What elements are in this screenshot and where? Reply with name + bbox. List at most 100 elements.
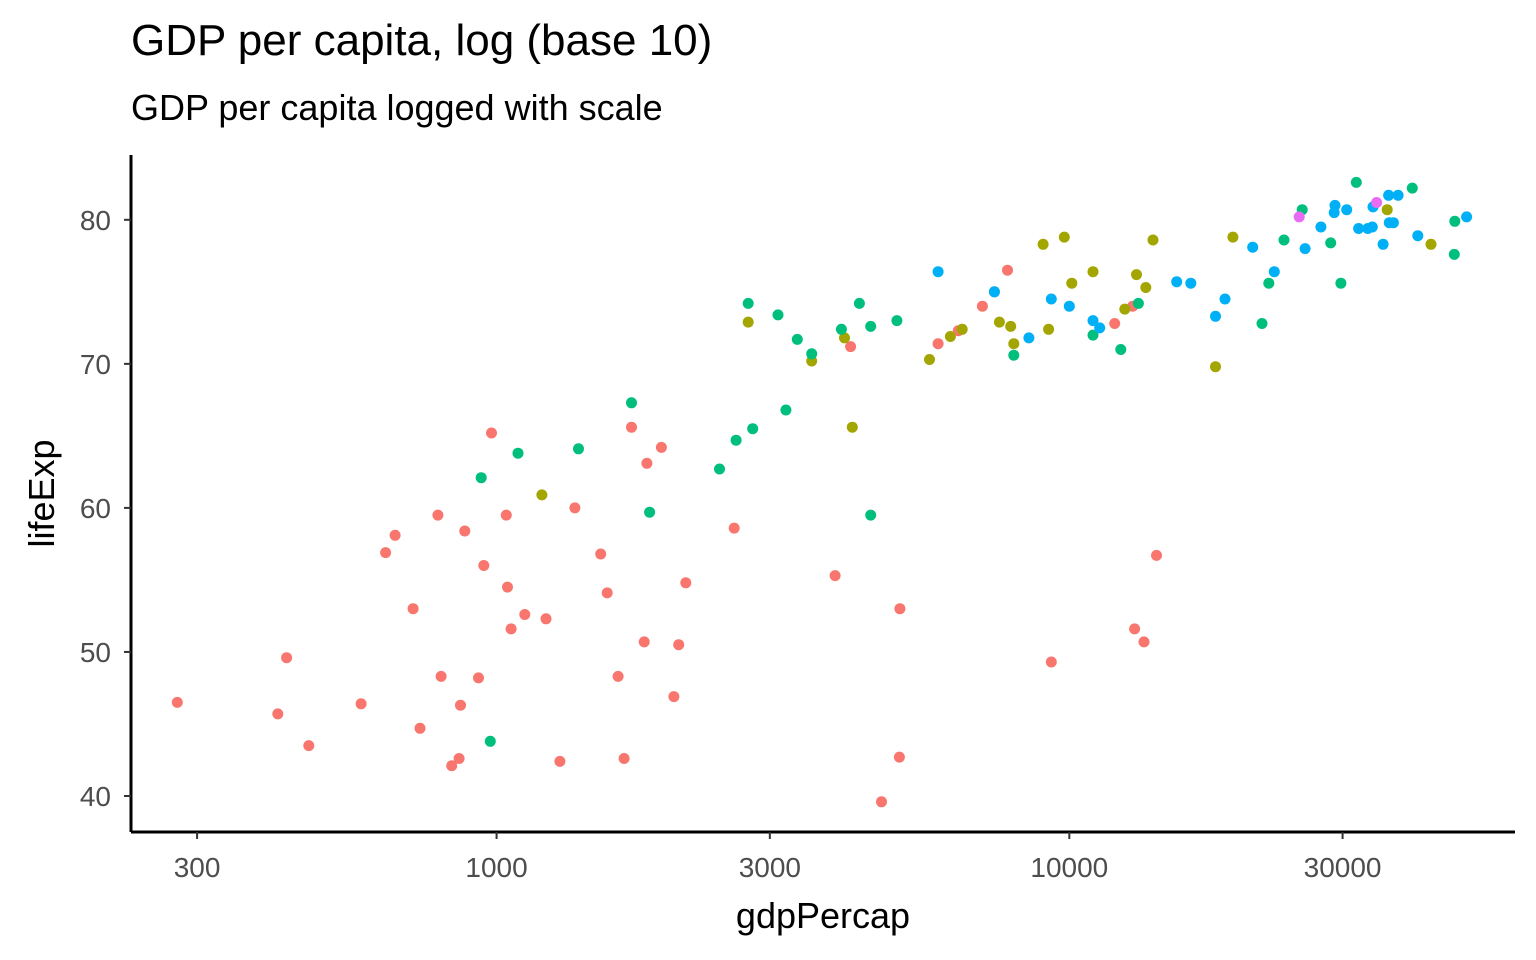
data-point — [303, 740, 315, 752]
chart-title: GDP per capita, log (base 10) — [131, 16, 713, 65]
data-point — [1094, 322, 1106, 334]
data-point — [1119, 303, 1131, 315]
data-point — [1392, 189, 1404, 201]
data-point — [512, 447, 524, 459]
data-point — [355, 698, 367, 710]
data-point — [932, 266, 944, 278]
data-point — [1366, 221, 1378, 233]
data-point — [1129, 623, 1141, 635]
data-point — [924, 354, 935, 365]
data-point — [944, 331, 956, 342]
x-tick-label: 30000 — [1304, 852, 1382, 883]
data-point — [1087, 315, 1099, 327]
data-point — [1227, 231, 1239, 243]
data-point — [806, 348, 818, 360]
y-axis-ticks: 40 50 60 70 80 — [80, 205, 131, 812]
data-point — [484, 735, 496, 747]
data-point — [1147, 234, 1159, 246]
data-point — [432, 509, 444, 521]
data-point — [1268, 266, 1280, 278]
data-point — [1005, 320, 1017, 332]
data-point — [1210, 310, 1221, 322]
data-point — [1278, 234, 1290, 246]
x-tick-label: 1000 — [465, 852, 527, 883]
data-point — [1219, 293, 1231, 305]
x-tick-label: 10000 — [1030, 852, 1108, 883]
data-point — [435, 670, 447, 682]
y-axis-title: lifeExp — [21, 439, 62, 547]
data-point — [1383, 189, 1395, 201]
data-point — [1131, 269, 1142, 281]
data-point — [626, 421, 637, 433]
data-point — [1008, 338, 1020, 350]
data-point — [932, 338, 944, 350]
data-point — [865, 509, 877, 521]
data-point — [389, 529, 401, 541]
data-point — [641, 457, 653, 469]
y-tick-label: 40 — [80, 781, 111, 812]
data-point — [1329, 199, 1341, 211]
data-point — [829, 570, 841, 582]
data-point — [1138, 636, 1150, 648]
data-point — [536, 489, 548, 501]
data-point — [1377, 238, 1389, 250]
data-point — [893, 751, 905, 763]
data-point — [1043, 323, 1055, 335]
data-point — [1325, 237, 1337, 249]
data-point — [1045, 656, 1057, 668]
x-tick-label: 3000 — [739, 852, 801, 883]
data-point — [540, 613, 552, 625]
data-point — [473, 672, 484, 684]
data-point — [1293, 211, 1305, 223]
data-point — [446, 760, 458, 772]
data-point — [500, 509, 512, 521]
data-point — [780, 404, 792, 416]
data-point — [475, 472, 487, 484]
data-point — [993, 316, 1005, 328]
data-point — [742, 297, 754, 309]
data-point — [1140, 282, 1152, 293]
data-point — [1335, 277, 1347, 289]
data-point — [380, 547, 392, 559]
y-tick-label: 50 — [80, 637, 111, 668]
data-point — [272, 708, 284, 720]
data-point — [835, 323, 847, 335]
data-point — [1002, 264, 1013, 276]
data-point — [612, 670, 624, 682]
data-point — [281, 652, 293, 664]
data-point — [1087, 266, 1099, 278]
data-point — [1066, 277, 1078, 289]
data-point — [453, 753, 465, 764]
data-point — [1008, 349, 1020, 361]
data-point — [1341, 204, 1353, 216]
data-point — [846, 421, 858, 433]
data-point — [976, 300, 988, 312]
data-point — [742, 316, 754, 328]
data-point — [1256, 318, 1268, 329]
data-point — [1210, 361, 1221, 373]
data-point — [1063, 300, 1075, 312]
data-point — [414, 722, 426, 734]
data-point — [894, 603, 906, 615]
data-point — [626, 397, 637, 409]
data-point — [1115, 344, 1127, 355]
data-point — [1387, 217, 1399, 229]
data-point — [668, 691, 680, 703]
data-point — [455, 699, 466, 711]
data-point — [673, 639, 685, 651]
data-point — [956, 323, 968, 335]
data-point — [407, 603, 419, 615]
data-point — [1171, 276, 1183, 288]
data-point — [1151, 549, 1162, 561]
y-tick-label: 60 — [80, 493, 111, 524]
data-point — [573, 443, 584, 455]
points-layer — [171, 176, 1473, 808]
data-point — [839, 332, 850, 344]
data-point — [1425, 238, 1437, 250]
data-point — [638, 636, 650, 648]
x-tick-label: 300 — [174, 852, 221, 883]
data-point — [1263, 277, 1275, 289]
data-point — [1087, 329, 1099, 341]
data-point — [1350, 176, 1362, 188]
